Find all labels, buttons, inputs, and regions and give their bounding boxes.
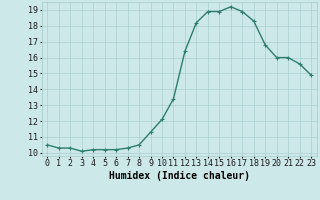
X-axis label: Humidex (Indice chaleur): Humidex (Indice chaleur) (109, 171, 250, 181)
